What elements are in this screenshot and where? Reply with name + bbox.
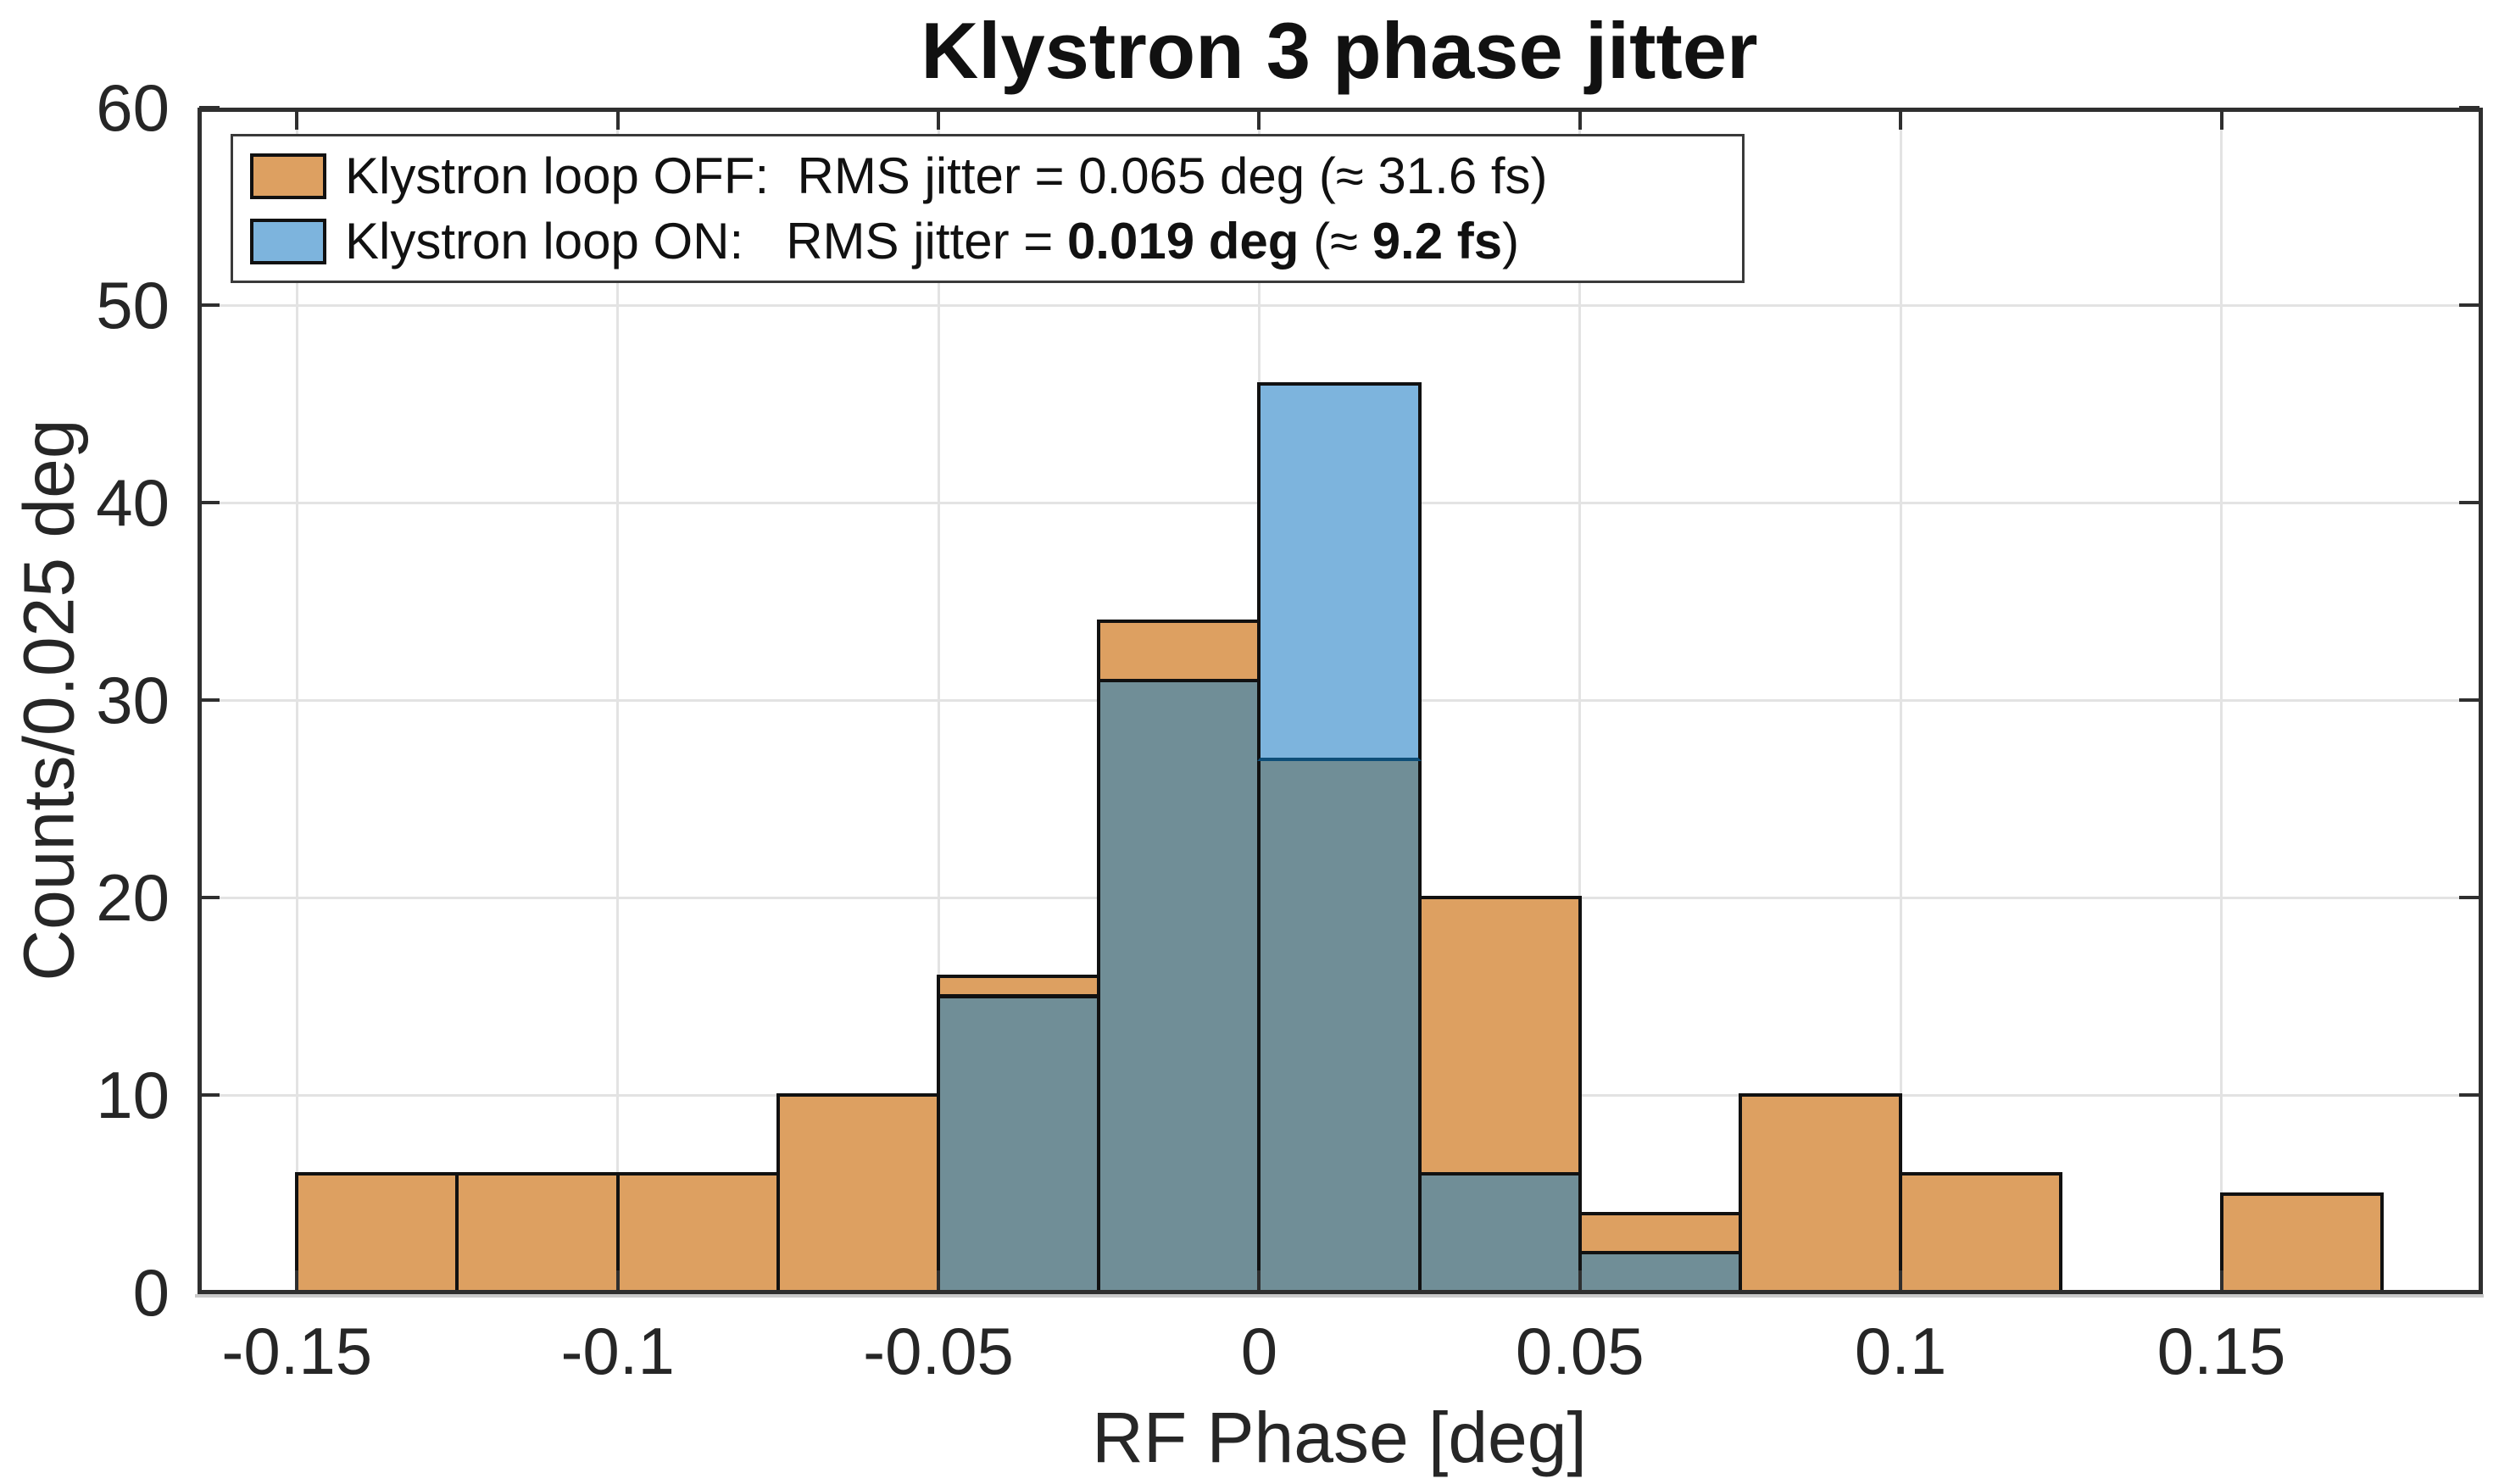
y-tick-label: 20	[96, 860, 170, 935]
x-tick-mark	[295, 1270, 299, 1291]
bar-segment-off	[1097, 619, 1261, 682]
y-tick-label: 50	[96, 268, 170, 342]
x-tick-mark-top	[295, 109, 299, 130]
y-tick-label: 10	[96, 1058, 170, 1132]
bar-segment-off	[455, 1172, 620, 1294]
x-tick-label: 0	[1240, 1314, 1278, 1388]
axis-border-right	[2479, 108, 2483, 1294]
bar-segment-off	[615, 1172, 780, 1294]
bar-segment-off	[1738, 1093, 1903, 1294]
x-tick-label: 0.15	[2157, 1314, 2286, 1388]
y-tick-mark	[199, 1093, 220, 1097]
x-tick-mark-top	[1257, 109, 1261, 130]
bar-segment-off	[937, 975, 1101, 998]
legend-label-off: Klystron loop OFF: RMS jitter = 0.065 de…	[345, 147, 1548, 204]
legend-swatch-on	[250, 218, 326, 264]
y-tick-mark	[199, 698, 220, 702]
bar-segment-off	[1417, 896, 1582, 1176]
legend-row: Klystron loop OFF: RMS jitter = 0.065 de…	[250, 147, 1725, 205]
bar-segment-overlap	[937, 994, 1101, 1294]
bar-segment-overlap	[1417, 1172, 1582, 1294]
x-tick-mark	[937, 1270, 941, 1291]
y-tick-mark-right	[2459, 896, 2479, 899]
x-tick-mark-top	[1899, 109, 1903, 130]
x-tick-mark	[2219, 1270, 2223, 1291]
bar-segment-overlap	[1257, 757, 1422, 1294]
bar-segment-on	[1257, 382, 1422, 761]
y-tick-mark	[199, 1291, 220, 1294]
y-tick-label: 40	[96, 465, 170, 540]
y-tick-label: 60	[96, 70, 170, 145]
x-tick-mark	[1578, 1270, 1582, 1291]
gridline-y	[198, 303, 2481, 307]
x-tick-mark	[1899, 1270, 1903, 1291]
x-tick-mark-top	[1578, 109, 1582, 130]
y-tick-mark	[199, 303, 220, 307]
axes-halo-bottom	[195, 1294, 2484, 1298]
x-tick-mark-top	[2219, 109, 2223, 130]
y-tick-mark-right	[2459, 303, 2479, 307]
y-tick-label: 30	[96, 663, 170, 737]
x-tick-label: -0.05	[863, 1314, 1014, 1388]
x-tick-label: -0.1	[560, 1314, 675, 1388]
x-tick-label: -0.15	[221, 1314, 373, 1388]
axis-border-bottom	[198, 1290, 2481, 1294]
bar-segment-overlap	[1097, 678, 1261, 1294]
x-tick-mark	[615, 1270, 620, 1291]
y-tick-mark	[199, 106, 220, 109]
bar-segment-overlap	[1578, 1251, 1742, 1294]
x-tick-mark	[1257, 1270, 1261, 1291]
bar-segment-off	[1899, 1172, 2063, 1294]
bar-segment-off	[1578, 1211, 1742, 1255]
y-tick-mark-right	[2459, 501, 2479, 504]
y-tick-label: 0	[132, 1255, 170, 1330]
y-tick-mark	[199, 896, 220, 899]
chart-title: Klystron 3 phase jitter	[921, 6, 1758, 95]
legend-row: Klystron loop ON: RMS jitter = 0.019 deg…	[250, 212, 1725, 270]
x-tick-mark-top	[937, 109, 941, 130]
y-tick-mark-right	[2459, 1093, 2479, 1097]
x-tick-label: 0.05	[1515, 1314, 1645, 1388]
y-tick-mark-right	[2459, 1291, 2479, 1294]
legend-swatch-off	[250, 153, 326, 199]
x-tick-label: 0.1	[1854, 1314, 1947, 1388]
bar-segment-off	[295, 1172, 459, 1294]
bar-segment-off	[2219, 1192, 2384, 1294]
legend: Klystron loop OFF: RMS jitter = 0.065 de…	[231, 134, 1745, 283]
y-tick-mark	[199, 501, 220, 504]
axis-border-top	[198, 108, 2481, 112]
y-tick-mark-right	[2459, 106, 2479, 109]
bar-segment-off	[776, 1093, 941, 1294]
x-tick-mark-top	[615, 109, 620, 130]
x-axis-label: RF Phase [deg]	[1092, 1398, 1587, 1477]
legend-label-on: Klystron loop ON: RMS jitter = 0.019 deg…	[345, 213, 1520, 270]
y-tick-mark-right	[2459, 698, 2479, 702]
